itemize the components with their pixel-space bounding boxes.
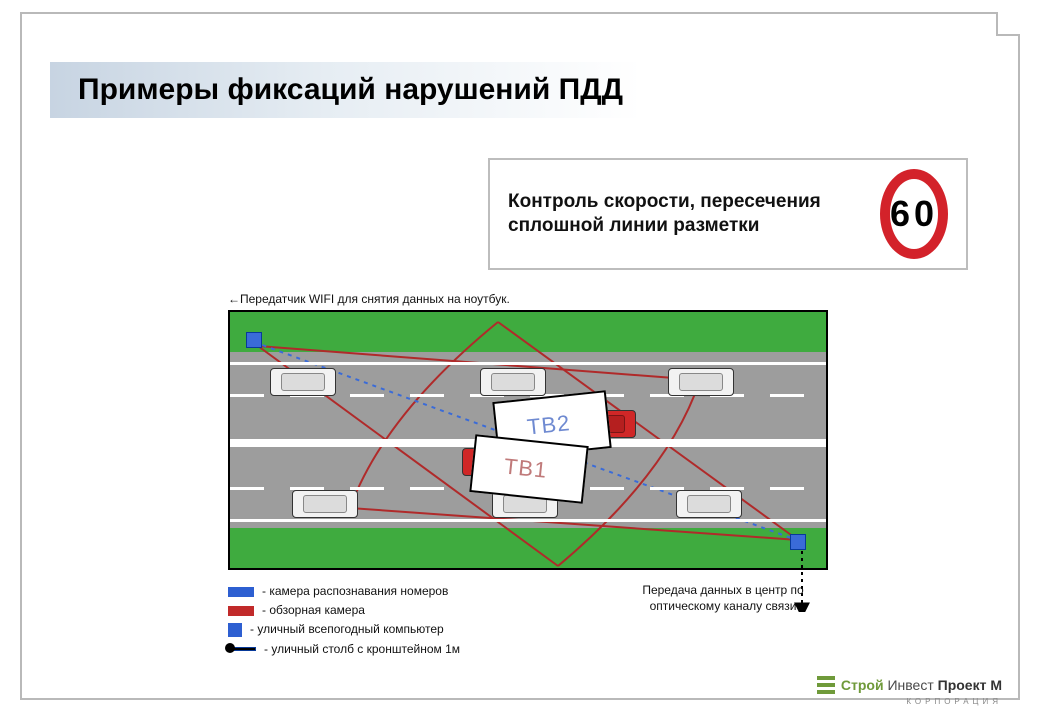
legend-swatch	[228, 623, 242, 637]
car-white	[676, 490, 742, 518]
info-box: Контроль скорости, пересечения сплошной …	[488, 158, 968, 270]
lane-marking	[230, 362, 826, 365]
info-text: Контроль скорости, пересечения сплошной …	[508, 190, 880, 238]
diagram: ←Передатчик WIFI для снятия данных на но…	[228, 292, 828, 570]
speed-limit-sign-icon: 60	[880, 169, 948, 259]
wifi-transmitter-label: ←Передатчик WIFI для снятия данных на но…	[228, 292, 828, 306]
legend-row: - уличный столб с кронштейном 1м	[228, 640, 460, 659]
logo-icon	[817, 676, 835, 694]
company-logo: Строй Инвест Проект М КОРПОРАЦИЯ	[817, 676, 1002, 694]
speed-value: 60	[890, 193, 938, 235]
grass-top	[230, 312, 826, 352]
car-white	[292, 490, 358, 518]
legend-text: - уличный всепогодный компьютер	[250, 620, 444, 639]
road-schematic: ТВ2ТВ1	[228, 310, 828, 570]
car-white	[480, 368, 546, 396]
legend-text: - обзорная камера	[262, 601, 365, 620]
lane-marking	[230, 519, 826, 522]
title-bar: Примеры фиксаций нарушений ПДД	[50, 62, 838, 118]
street-computer-icon	[790, 534, 806, 550]
legend-swatch	[228, 587, 254, 597]
car-white	[668, 368, 734, 396]
camera-zone-label: ТВ1	[503, 453, 549, 483]
legend-row: - камера распознавания номеров	[228, 582, 460, 601]
legend-text: - камера распознавания номеров	[262, 582, 448, 601]
page-title: Примеры фиксаций нарушений ПДД	[78, 73, 623, 107]
car-white	[270, 368, 336, 396]
street-computer-icon	[246, 332, 262, 348]
legend-swatch	[228, 606, 254, 616]
optical-link-caption: Передача данных в центр по оптическому к…	[618, 582, 828, 614]
grass-bottom	[230, 528, 826, 568]
legend: - камера распознавания номеров- обзорная…	[228, 582, 460, 659]
legend-row: - уличный всепогодный компьютер	[228, 620, 460, 639]
camera-zone-box: ТВ1	[469, 434, 588, 504]
legend-row: - обзорная камера	[228, 601, 460, 620]
legend-text: - уличный столб с кронштейном 1м	[264, 640, 460, 659]
legend-swatch	[228, 647, 256, 651]
camera-zone-label: ТВ2	[526, 410, 572, 440]
